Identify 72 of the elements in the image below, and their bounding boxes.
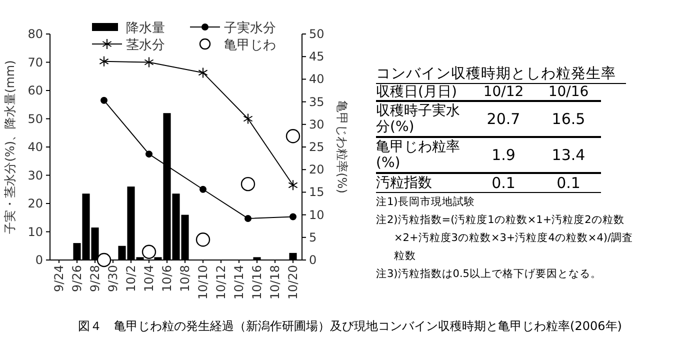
y-tick-label: 10: [28, 224, 43, 239]
point: [198, 67, 208, 78]
point: [288, 180, 298, 191]
point: [144, 56, 154, 68]
y-tick-label: 60: [28, 84, 43, 98]
x-tick-label: 10/14: [232, 265, 246, 300]
y2-axis-title: 亀甲じわ粒率(%): [335, 100, 349, 194]
data-label: 0.1: [471, 173, 536, 192]
x-tick-label: 10/16: [250, 265, 264, 300]
point: [290, 213, 296, 220]
x-tick-label: 10/8: [178, 265, 192, 292]
data-label: 0.1: [536, 173, 601, 192]
x-tick-label: 9/28: [88, 265, 102, 292]
text: 収穫日(月日): [376, 84, 458, 101]
y2-tick-label: 40: [309, 72, 324, 86]
y-tick-label: 20: [28, 196, 43, 210]
text: 10/12: [482, 84, 525, 101]
data-label: 13.4: [536, 137, 601, 173]
x-tick-label: 9/24: [52, 265, 66, 292]
data-label: 16.5: [536, 101, 601, 137]
point: [196, 232, 210, 247]
text: 注2)汚粒指数=(汚粒度1の粒数×1+汚粒度2の粒数×2+汚粒度3の粒数×3+汚粒度4の粒数×4)/調査粒数: [376, 213, 634, 264]
x-tick-label: 10/6: [160, 265, 174, 292]
y-tick-label: 70: [28, 55, 43, 70]
category-label: 収穫時子実水分(%): [376, 101, 471, 137]
y-axis-title: 子実・茎水分(%)、降水量(mm): [3, 60, 17, 234]
y2-tick-label: 25: [309, 140, 324, 154]
x-tick-label: 10/10: [196, 265, 210, 300]
category-label: 汚粒指数: [376, 173, 471, 192]
legend-label: 子実水分: [224, 20, 276, 36]
point: [244, 214, 252, 222]
point: [243, 113, 253, 124]
x-tick-label: 10/12: [214, 265, 228, 300]
x-tick-label: 10/20: [286, 265, 300, 300]
x-tick-label: 10/2: [124, 265, 138, 292]
text: 注3)汚粒指数は0.5以上で格下げ要因となる。: [376, 267, 602, 282]
x-tick-label: 9/30: [106, 265, 120, 292]
point: [96, 252, 112, 268]
text: 注1)長岡市現地試験: [376, 195, 476, 210]
legend-label: 降水量: [126, 21, 165, 36]
y2-tick-label: 10: [309, 208, 324, 222]
y2-tick-label: 20: [309, 162, 324, 177]
y2-tick-label: 50: [309, 27, 324, 41]
point: [142, 244, 156, 259]
data-label: 1.9: [471, 137, 536, 173]
y-tick-label: 80: [28, 27, 43, 41]
y2-tick-label: 35: [309, 94, 324, 109]
y2-tick-label: 5: [309, 230, 317, 244]
point: [200, 186, 206, 193]
y-tick-label: 30: [28, 168, 43, 182]
point: [146, 150, 152, 158]
point: [286, 129, 300, 144]
x-tick-label: 9/26: [70, 265, 84, 292]
x-tick-label: 10/18: [268, 265, 282, 300]
text: 10/16: [547, 84, 590, 101]
x-tick-label: 10/4: [142, 265, 156, 292]
category-label: 亀甲じわ粒率(%): [376, 137, 471, 173]
point: [240, 176, 256, 192]
y2-tick-label: 15: [309, 185, 324, 200]
legend-label: 亀甲じわ: [224, 38, 276, 53]
data-label: 20.7: [471, 101, 536, 137]
y2-tick-label: 45: [309, 50, 324, 64]
y2-tick-label: 30: [309, 117, 324, 132]
y2-tick-label: 0: [309, 253, 317, 267]
legend-label: 茎水分: [126, 38, 165, 53]
point: [100, 96, 108, 104]
point: [99, 56, 109, 67]
text: コンバイン収穫時期としわ粒発生率: [376, 64, 626, 84]
y-tick-label: 0: [35, 253, 43, 267]
y-tick-label: 50: [28, 112, 43, 126]
text: 図４ 亀甲じわ粒の発生経過（新潟作研圃場）及び現地コンバイン収穫時期と亀甲じわ粒率(2006年): [78, 319, 622, 333]
y-tick-label: 40: [28, 140, 43, 154]
